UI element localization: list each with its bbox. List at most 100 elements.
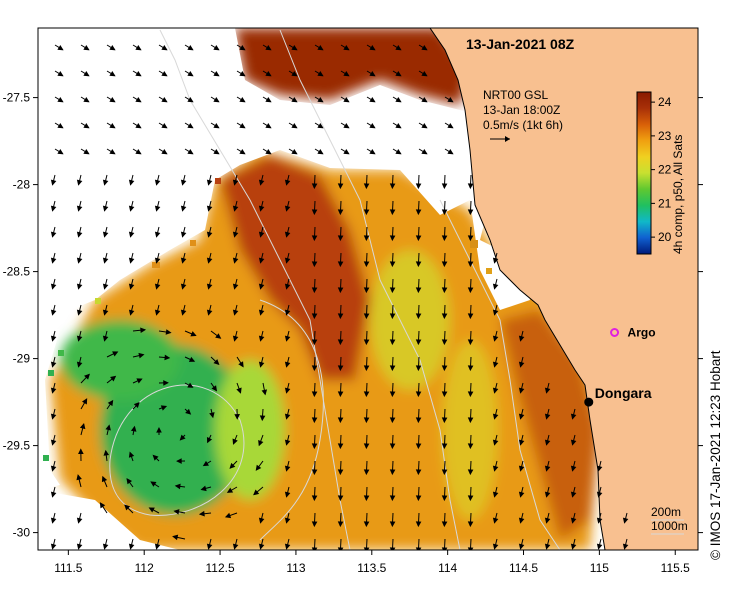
current-arrowhead <box>363 443 370 450</box>
current-arrowhead <box>570 491 577 498</box>
current-arrowhead <box>467 287 474 294</box>
current-arrowhead <box>467 417 474 424</box>
x-tick-label: 114 <box>438 561 457 575</box>
current-arrowhead <box>83 122 90 129</box>
current-arrowhead <box>105 424 111 431</box>
current-arrowhead <box>187 122 194 129</box>
current-arrowhead <box>544 517 551 524</box>
current-arrowhead <box>76 517 83 524</box>
current-arrowhead <box>206 205 213 212</box>
current-arrowhead <box>160 405 168 411</box>
current-arrowhead <box>102 179 109 186</box>
current-arrowhead <box>441 313 448 320</box>
current-arrowhead <box>291 148 298 155</box>
current-arrowhead <box>258 361 265 368</box>
current-arrowhead <box>421 44 428 51</box>
current-arrowhead <box>50 257 57 264</box>
current-arrowhead <box>337 521 344 528</box>
current-arrowhead <box>135 122 142 129</box>
current-arrowhead <box>369 96 376 103</box>
current-arrowhead <box>311 183 318 190</box>
current-arrowhead <box>83 96 90 103</box>
current-arrowhead <box>232 543 239 550</box>
current-arrowhead <box>467 365 474 372</box>
current-arrowhead <box>337 417 344 424</box>
current-arrowhead <box>544 491 551 498</box>
current-arrowhead <box>441 443 448 450</box>
current-arrowhead <box>135 148 142 155</box>
x-tick-label: 112 <box>135 561 154 575</box>
current-arrowhead <box>135 96 142 103</box>
current-arrowhead <box>415 417 422 424</box>
current-arrowhead <box>226 487 234 493</box>
current-arrowhead <box>467 521 474 528</box>
sst-mid-lobe-south <box>442 340 498 520</box>
current-arrowhead <box>232 438 238 445</box>
current-arrowhead <box>337 183 344 190</box>
current-arrowhead <box>570 439 577 446</box>
current-arrowhead <box>291 122 298 129</box>
current-arrowhead <box>291 44 298 51</box>
current-arrowhead <box>76 543 83 550</box>
current-arrowhead <box>109 148 116 155</box>
current-arrowhead <box>179 434 186 441</box>
current-arrowhead <box>570 465 577 472</box>
current-arrowhead <box>570 543 577 550</box>
current-arrowhead <box>492 439 499 446</box>
current-arrowhead <box>109 122 116 129</box>
current-arrowhead <box>415 339 422 346</box>
current-arrowhead <box>447 96 454 103</box>
current-arrowhead <box>253 489 260 496</box>
current-arrowhead <box>50 439 57 446</box>
current-arrowhead <box>311 391 318 398</box>
current-arrowhead <box>206 543 213 550</box>
y-tick-label: -29 <box>13 352 31 366</box>
current-arrowhead <box>258 179 265 186</box>
current-arrowhead <box>421 122 428 129</box>
current-arrowhead <box>187 382 194 388</box>
x-tick-label: 112.5 <box>205 561 234 575</box>
current-arrowhead <box>232 335 239 342</box>
current-arrowhead <box>337 391 344 398</box>
current-arrowhead <box>337 365 344 372</box>
current-arrowhead <box>284 413 291 420</box>
current-arrowhead <box>441 495 448 502</box>
sst-mid-lobe <box>370 250 450 390</box>
current-arrowhead <box>109 44 116 51</box>
current-arrowhead <box>258 231 265 238</box>
current-arrowhead <box>369 70 376 77</box>
current-arrowhead <box>363 183 370 190</box>
current-arrowhead <box>415 495 422 502</box>
current-arrowhead <box>107 399 114 407</box>
current-arrowhead <box>224 512 232 519</box>
current-arrowhead <box>389 261 396 268</box>
current-arrowhead <box>128 231 135 238</box>
current-arrowhead <box>337 495 344 502</box>
current-arrowhead <box>206 309 213 316</box>
current-arrowhead <box>518 543 525 550</box>
argo-float-marker <box>610 328 620 337</box>
current-arrowhead <box>232 179 239 186</box>
current-arrowhead <box>343 70 350 77</box>
current-arrowhead <box>544 413 551 420</box>
x-tick-label: 111.5 <box>54 561 83 575</box>
current-arrowhead <box>284 283 291 290</box>
current-arrowhead <box>232 231 239 238</box>
current-label-line1: NRT00 GSL <box>483 88 548 102</box>
current-arrowhead <box>103 449 110 456</box>
current-arrowhead <box>102 205 109 212</box>
current-arrowhead <box>311 287 318 294</box>
current-arrowhead <box>258 440 264 447</box>
current-arrowhead <box>232 257 239 264</box>
y-tick-label: -28 <box>13 178 31 192</box>
current-arrowhead <box>102 543 109 550</box>
current-arrowhead <box>343 44 350 51</box>
current-arrowhead <box>363 209 370 216</box>
scale-arrowhead <box>505 136 510 142</box>
current-arrowhead <box>518 491 525 498</box>
current-arrowhead <box>337 313 344 320</box>
isobath-legend-1000m: 1000m <box>651 519 688 533</box>
current-arrowhead <box>544 387 551 394</box>
current-arrowhead <box>492 491 499 498</box>
current-arrowhead <box>284 335 291 342</box>
